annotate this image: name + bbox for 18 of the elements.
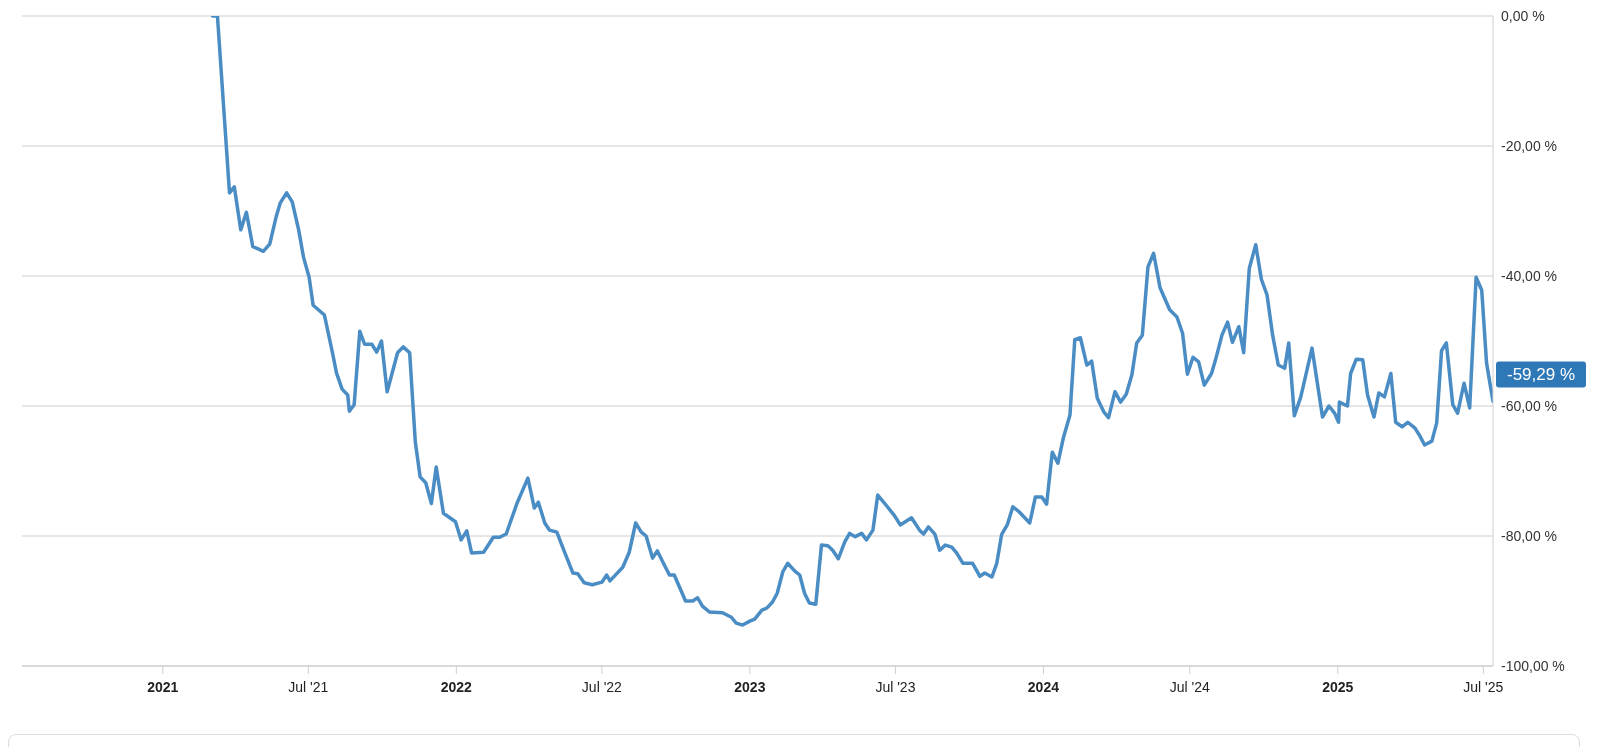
y-tick-label: 0,00 % xyxy=(1501,7,1545,24)
y-tick-label: -80,00 % xyxy=(1501,527,1558,544)
x-tick-label: Jul '23 xyxy=(875,679,916,695)
x-tick-label: 2022 xyxy=(440,679,473,695)
x-tick-label: 2024 xyxy=(1027,679,1060,695)
x-tick-label: Jul '24 xyxy=(1169,679,1211,695)
y-tick-label: -40,00 % xyxy=(1501,267,1558,284)
y-tick-label: -60,00 % xyxy=(1501,397,1558,414)
y-tick-label: -20,00 % xyxy=(1501,137,1558,154)
line-series xyxy=(210,16,1493,627)
annotation: -59,29 % xyxy=(1506,365,1576,385)
y-tick-label: -100,00 % xyxy=(1501,657,1565,674)
x-tick-label: Jul '21 xyxy=(288,679,329,695)
x-tick-label: 2025 xyxy=(1322,679,1354,695)
x-tick-label: 2021 xyxy=(147,679,179,695)
x-tick-label: 2023 xyxy=(734,679,766,695)
x-tick-label: Jul '22 xyxy=(581,679,623,695)
x-tick-label: Jul '25 xyxy=(1463,679,1504,695)
